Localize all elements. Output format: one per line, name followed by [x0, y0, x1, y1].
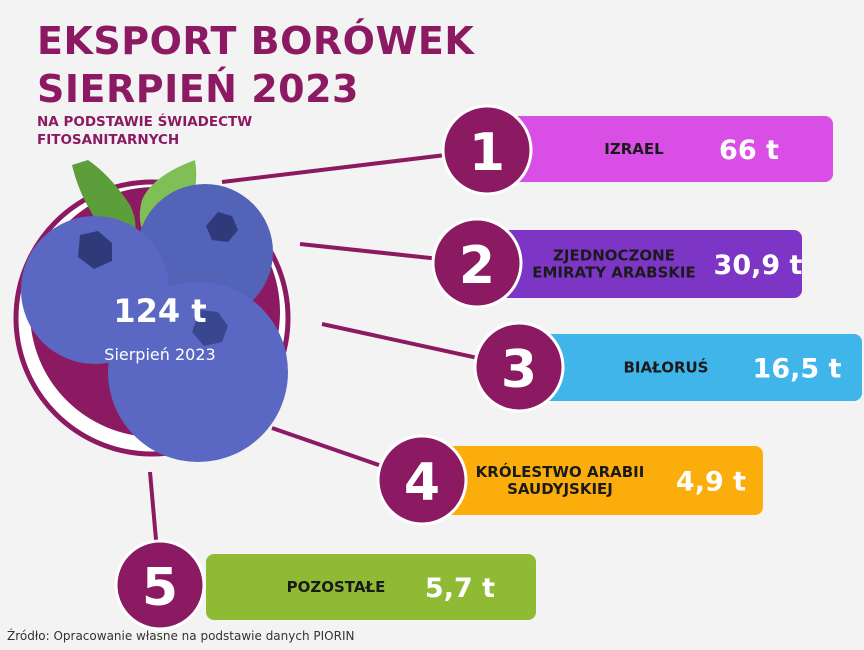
source-note: Źródło: Opracowanie własne na podstawie …: [7, 629, 355, 643]
rank-badge: [441, 104, 533, 196]
rank-row: 3 BIAŁORUŚ 16,5 t: [473, 321, 862, 413]
rank-row: 1 IZRAEL 66 t: [441, 104, 833, 196]
blueberry-front: [108, 282, 288, 462]
category-label: KRÓLESTWO ARABII SAUDYJSKIEJ: [476, 462, 645, 498]
rank-badge: [376, 434, 468, 526]
category-label: BIAŁORUŚ: [623, 358, 708, 377]
value-label: 16,5 t: [753, 354, 842, 385]
blueberry-back: [137, 184, 273, 320]
rank-badge: [473, 321, 565, 413]
value-label: 4,9 t: [676, 467, 746, 498]
rank-number: 1: [469, 123, 505, 183]
rank-row: 5 POZOSTAŁE 5,7 t: [114, 539, 536, 631]
blueberry-illustration: 124 t Sierpień 2023: [13, 160, 291, 462]
rank-row: 4 KRÓLESTWO ARABII SAUDYJSKIEJ 4,9 t: [376, 434, 763, 526]
bar: [206, 554, 536, 620]
bar: [490, 116, 833, 182]
blueberry-back-crown: [206, 212, 238, 242]
category-label: ZJEDNOCZONE EMIRATY ARABSKIE: [532, 247, 696, 282]
total-value: 124 t: [113, 292, 206, 330]
bar: [522, 334, 862, 401]
rank-row: 2 ZJEDNOCZONE EMIRATY ARABSKIE 30,9 t: [431, 217, 803, 309]
blueberry-left-crown: [78, 231, 112, 269]
bar: [425, 446, 763, 515]
total-period: Sierpień 2023: [104, 345, 215, 364]
category-label: IZRAEL: [604, 140, 664, 158]
rank-badge: [114, 539, 206, 631]
value-label: 66 t: [719, 135, 779, 166]
bar: [480, 230, 802, 298]
rank-badge: [431, 217, 523, 309]
rank-number: 2: [459, 236, 495, 296]
page-title-line-2: SIERPIEŃ 2023: [37, 67, 359, 111]
page-subtitle: NA PODSTAWIE ŚWIADECTW FITOSANITARNYCH: [37, 114, 253, 148]
page-title-line-1: EKSPORT BORÓWEK: [37, 19, 475, 63]
rank-number: 3: [501, 340, 537, 400]
rank-number: 5: [142, 558, 178, 618]
rank-number: 4: [404, 453, 440, 513]
value-label: 30,9 t: [714, 250, 803, 281]
value-label: 5,7 t: [425, 573, 495, 604]
blueberry-front-crown: [192, 310, 228, 346]
category-label: POZOSTAŁE: [287, 578, 386, 596]
ranking-rows: 1 IZRAEL 66 t 2 ZJEDNOCZONE EMIRATY ARABSKIE 3…: [114, 104, 862, 631]
